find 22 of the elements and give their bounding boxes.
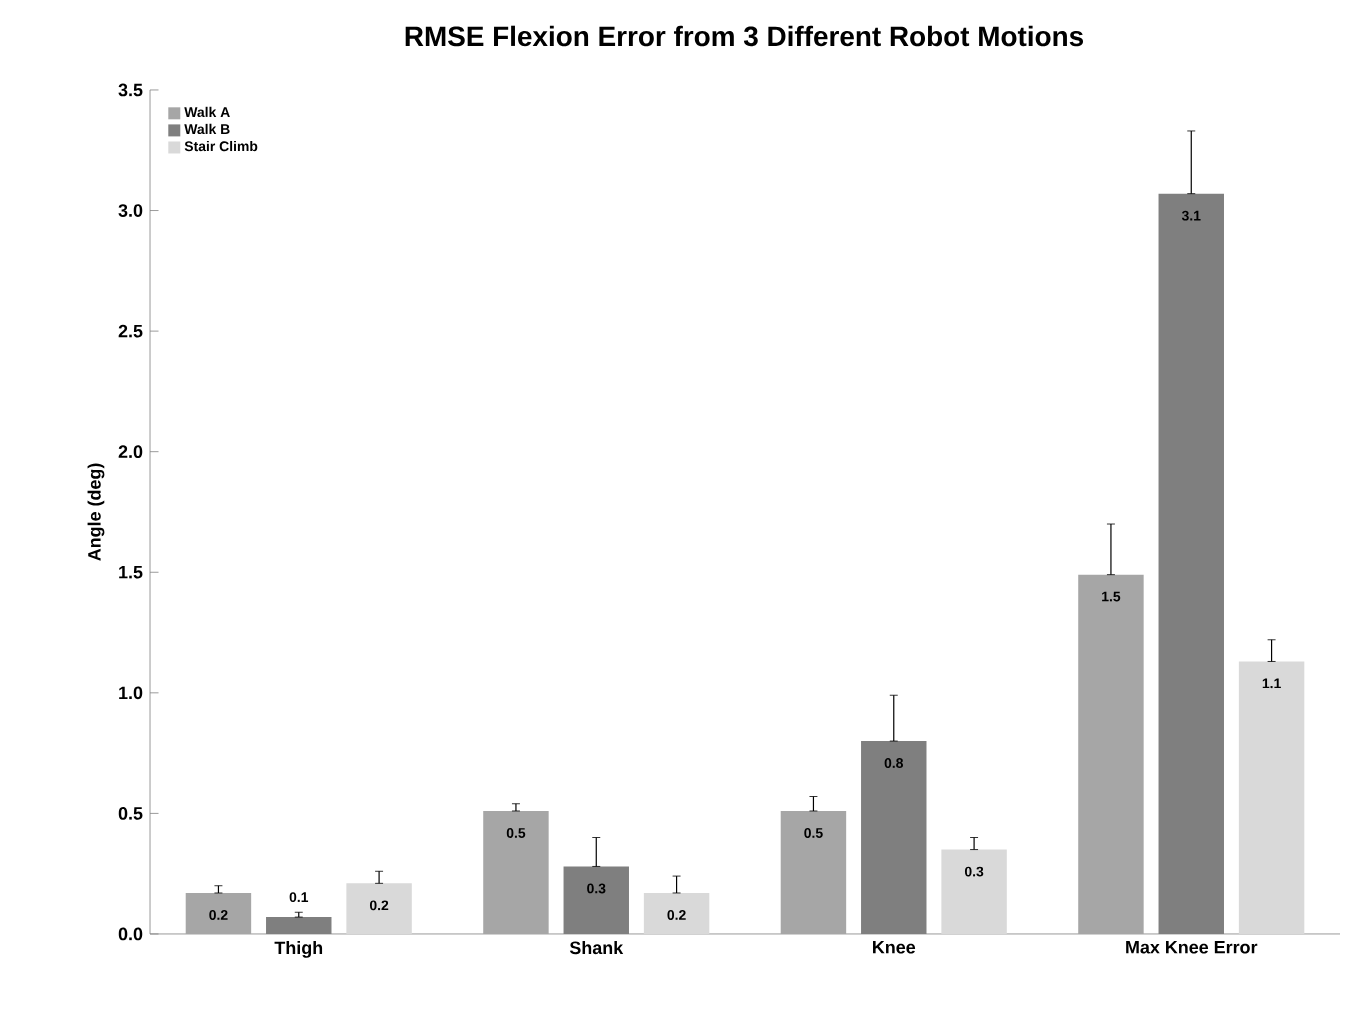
bar [185,892,252,934]
bar [483,810,549,934]
y-tick-label: 2.0 [118,445,143,459]
y-tick-label: 2.5 [118,324,143,338]
x-tick-label: Thigh [274,941,323,958]
bar [780,810,847,934]
x-tick-label: Knee [873,941,916,954]
chart-title: RMSE Flexion Error from 3 Different Robot Motions [405,25,1084,47]
bar [1238,661,1305,934]
y-tick-label: 3.0 [118,204,143,217]
x-tick-label: Shank [569,941,624,955]
y-tick-label: 0.5 [118,807,143,820]
x-tick-label: Max Knee Error [1126,941,1258,954]
y-tick-label: 1.0 [119,686,143,700]
bar [1078,574,1144,934]
bar [941,849,1007,934]
y-axis-title: Angle (deg) [87,463,105,561]
y-tick-label: 0.0 [118,927,143,941]
y-tick-label: 3.5 [118,83,143,97]
y-tick-label: 1.5 [119,565,143,579]
bar [346,883,412,934]
bar [643,892,710,934]
